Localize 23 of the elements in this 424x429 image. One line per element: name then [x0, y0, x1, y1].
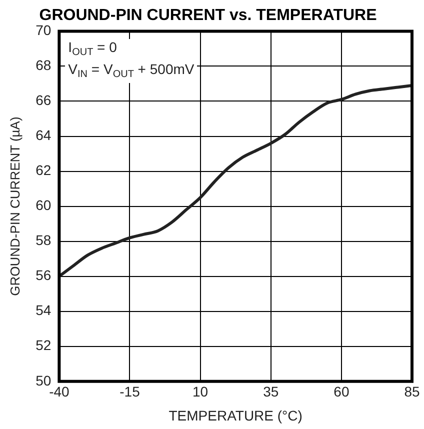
line-series [59, 84, 412, 278]
chart-title: GROUND-PIN CURRENT vs. TEMPERATURE [39, 7, 378, 24]
x-axis-title: TEMPERATURE (°C) [168, 407, 302, 424]
x-tick-label: 35 [263, 384, 279, 400]
y-tick-label: 52 [36, 337, 52, 354]
x-tick-label: 60 [334, 384, 350, 400]
y-tick-label: 58 [36, 232, 52, 248]
y-axis-title: GROUND-PIN CURRENT (µA) [7, 116, 22, 296]
x-tick-label: -15 [120, 384, 140, 400]
y-tick-label: 50 [36, 372, 52, 388]
x-tick-label: 10 [192, 384, 208, 400]
y-tick-label: 70 [36, 22, 52, 38]
y-tick-label: 64 [36, 127, 52, 144]
y-tick-label: 62 [36, 162, 52, 178]
y-tick-label: 54 [36, 302, 52, 318]
annotation: V$_{IN}$ = V$_{OUT}$ + 500mV [68, 61, 194, 82]
x-tick-label: -40 [49, 384, 70, 400]
y-tick-label: 68 [36, 57, 52, 74]
y-tick-label: 60 [36, 197, 52, 214]
y-tick-label: 66 [36, 92, 52, 108]
y-tick-label: 56 [36, 267, 52, 284]
x-tick-label: 85 [404, 384, 420, 400]
annotation: I$_{OUT}$ = 0 [68, 39, 118, 60]
